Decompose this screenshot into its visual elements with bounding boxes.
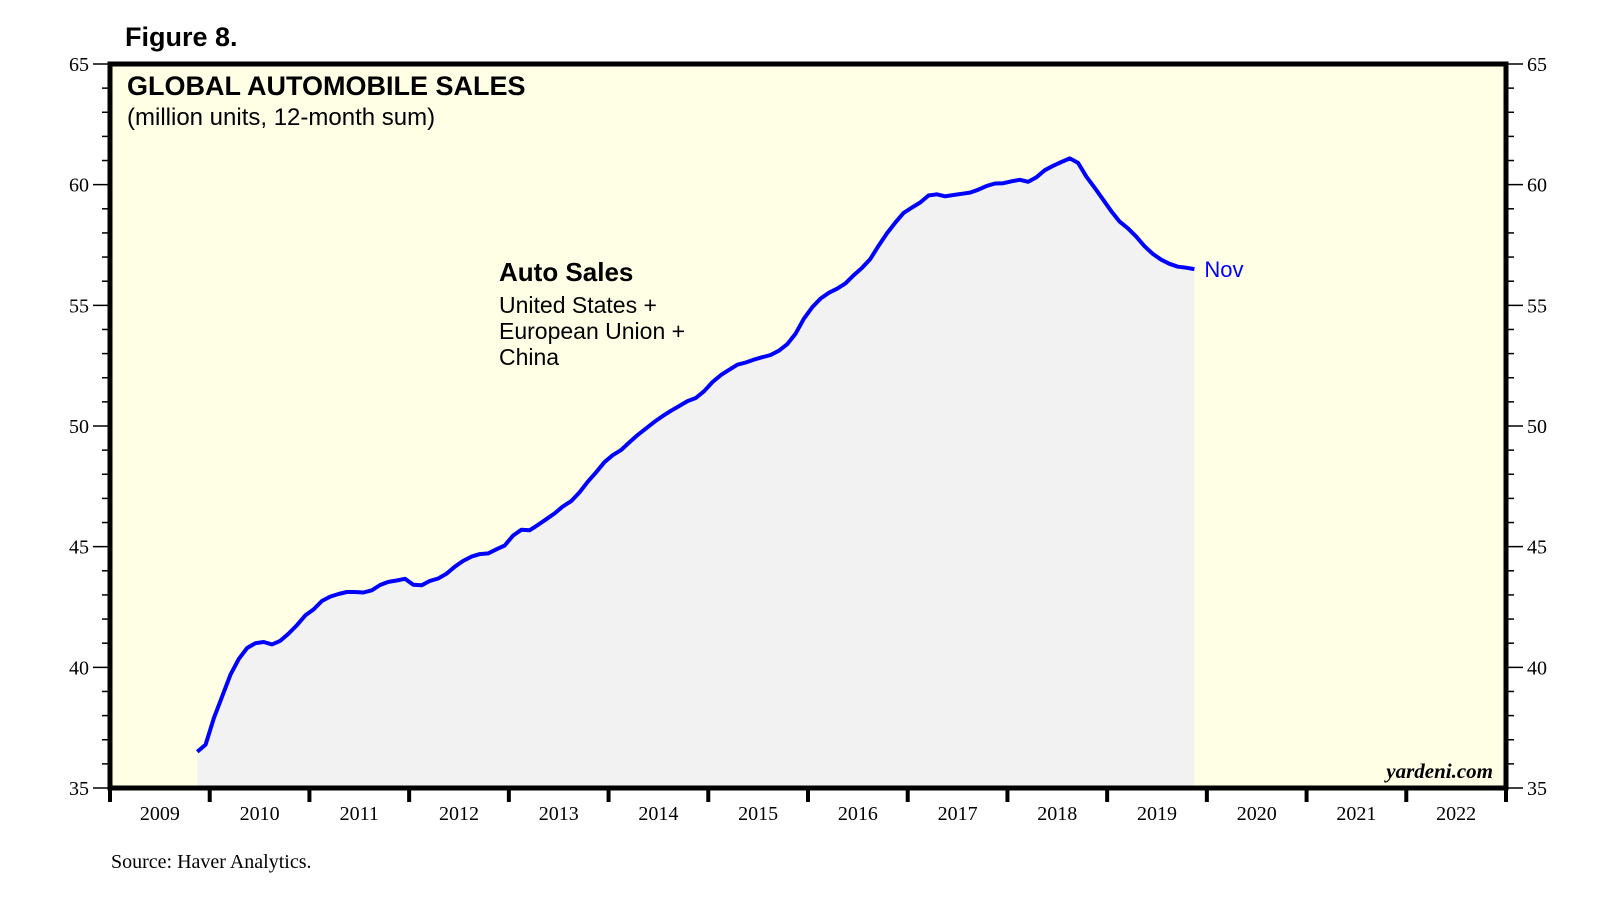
y-tick-label-right: 40 — [1527, 657, 1547, 679]
y-tick-label-left: 60 — [69, 175, 89, 197]
y-tick-label-left: 40 — [69, 657, 89, 679]
y-tick-label-left: 55 — [69, 295, 89, 317]
x-tick-label: 2016 — [838, 803, 878, 825]
y-tick-label-left: 35 — [69, 778, 89, 800]
x-tick-label: 2018 — [1037, 803, 1077, 825]
x-tick-label: 2011 — [340, 803, 379, 825]
annotation-line-2: European Union + — [499, 318, 685, 344]
annotation-title: Auto Sales — [499, 257, 633, 287]
x-axis: 2009 2010 2011 2012 2013 2014 2015 2016 2017 2018… — [108, 788, 1508, 825]
x-tick-label: 2009 — [140, 803, 180, 825]
chart-title: GLOBAL AUTOMOBILE SALES — [127, 71, 526, 101]
annotation-line-3: China — [499, 344, 559, 370]
y-tick-label-right: 45 — [1527, 537, 1547, 559]
y-tick-label-right: 60 — [1527, 175, 1547, 197]
left-y-axis: 35 40 45 50 55 60 65 — [69, 54, 110, 800]
x-tick-label: 2014 — [638, 803, 678, 825]
watermark: yardeni.com — [1383, 759, 1493, 783]
series-end-label: Nov — [1204, 257, 1243, 282]
y-tick-label-left: 45 — [69, 537, 89, 559]
x-tick-label: 2021 — [1336, 803, 1376, 825]
series-area-fill — [197, 158, 1195, 788]
x-tick-label: 2012 — [439, 803, 479, 825]
plot-frame — [107, 61, 1509, 791]
y-tick-label-right: 55 — [1527, 295, 1547, 317]
y-tick-label-right: 50 — [1527, 416, 1547, 438]
right-y-axis: 35 40 45 50 55 60 65 — [1506, 54, 1547, 800]
x-tick-label: 2015 — [738, 803, 778, 825]
annotation-line-1: United States + — [499, 292, 657, 318]
x-tick-label: 2022 — [1436, 803, 1476, 825]
x-tick-label: 2010 — [240, 803, 280, 825]
x-tick-label: 2020 — [1237, 803, 1277, 825]
chart-subtitle: (million units, 12-month sum) — [127, 104, 435, 131]
y-tick-label-right: 35 — [1527, 778, 1547, 800]
y-tick-label-left: 65 — [69, 54, 89, 76]
figure-label: Figure 8. — [125, 22, 238, 52]
x-tick-label: 2013 — [539, 803, 579, 825]
series-line — [195, 156, 1195, 754]
y-tick-label-left: 50 — [69, 416, 89, 438]
x-tick-label: 2019 — [1137, 803, 1177, 825]
source-note: Source: Haver Analytics. — [111, 851, 312, 873]
x-tick-label: 2017 — [938, 803, 978, 825]
y-tick-label-right: 65 — [1527, 54, 1547, 76]
